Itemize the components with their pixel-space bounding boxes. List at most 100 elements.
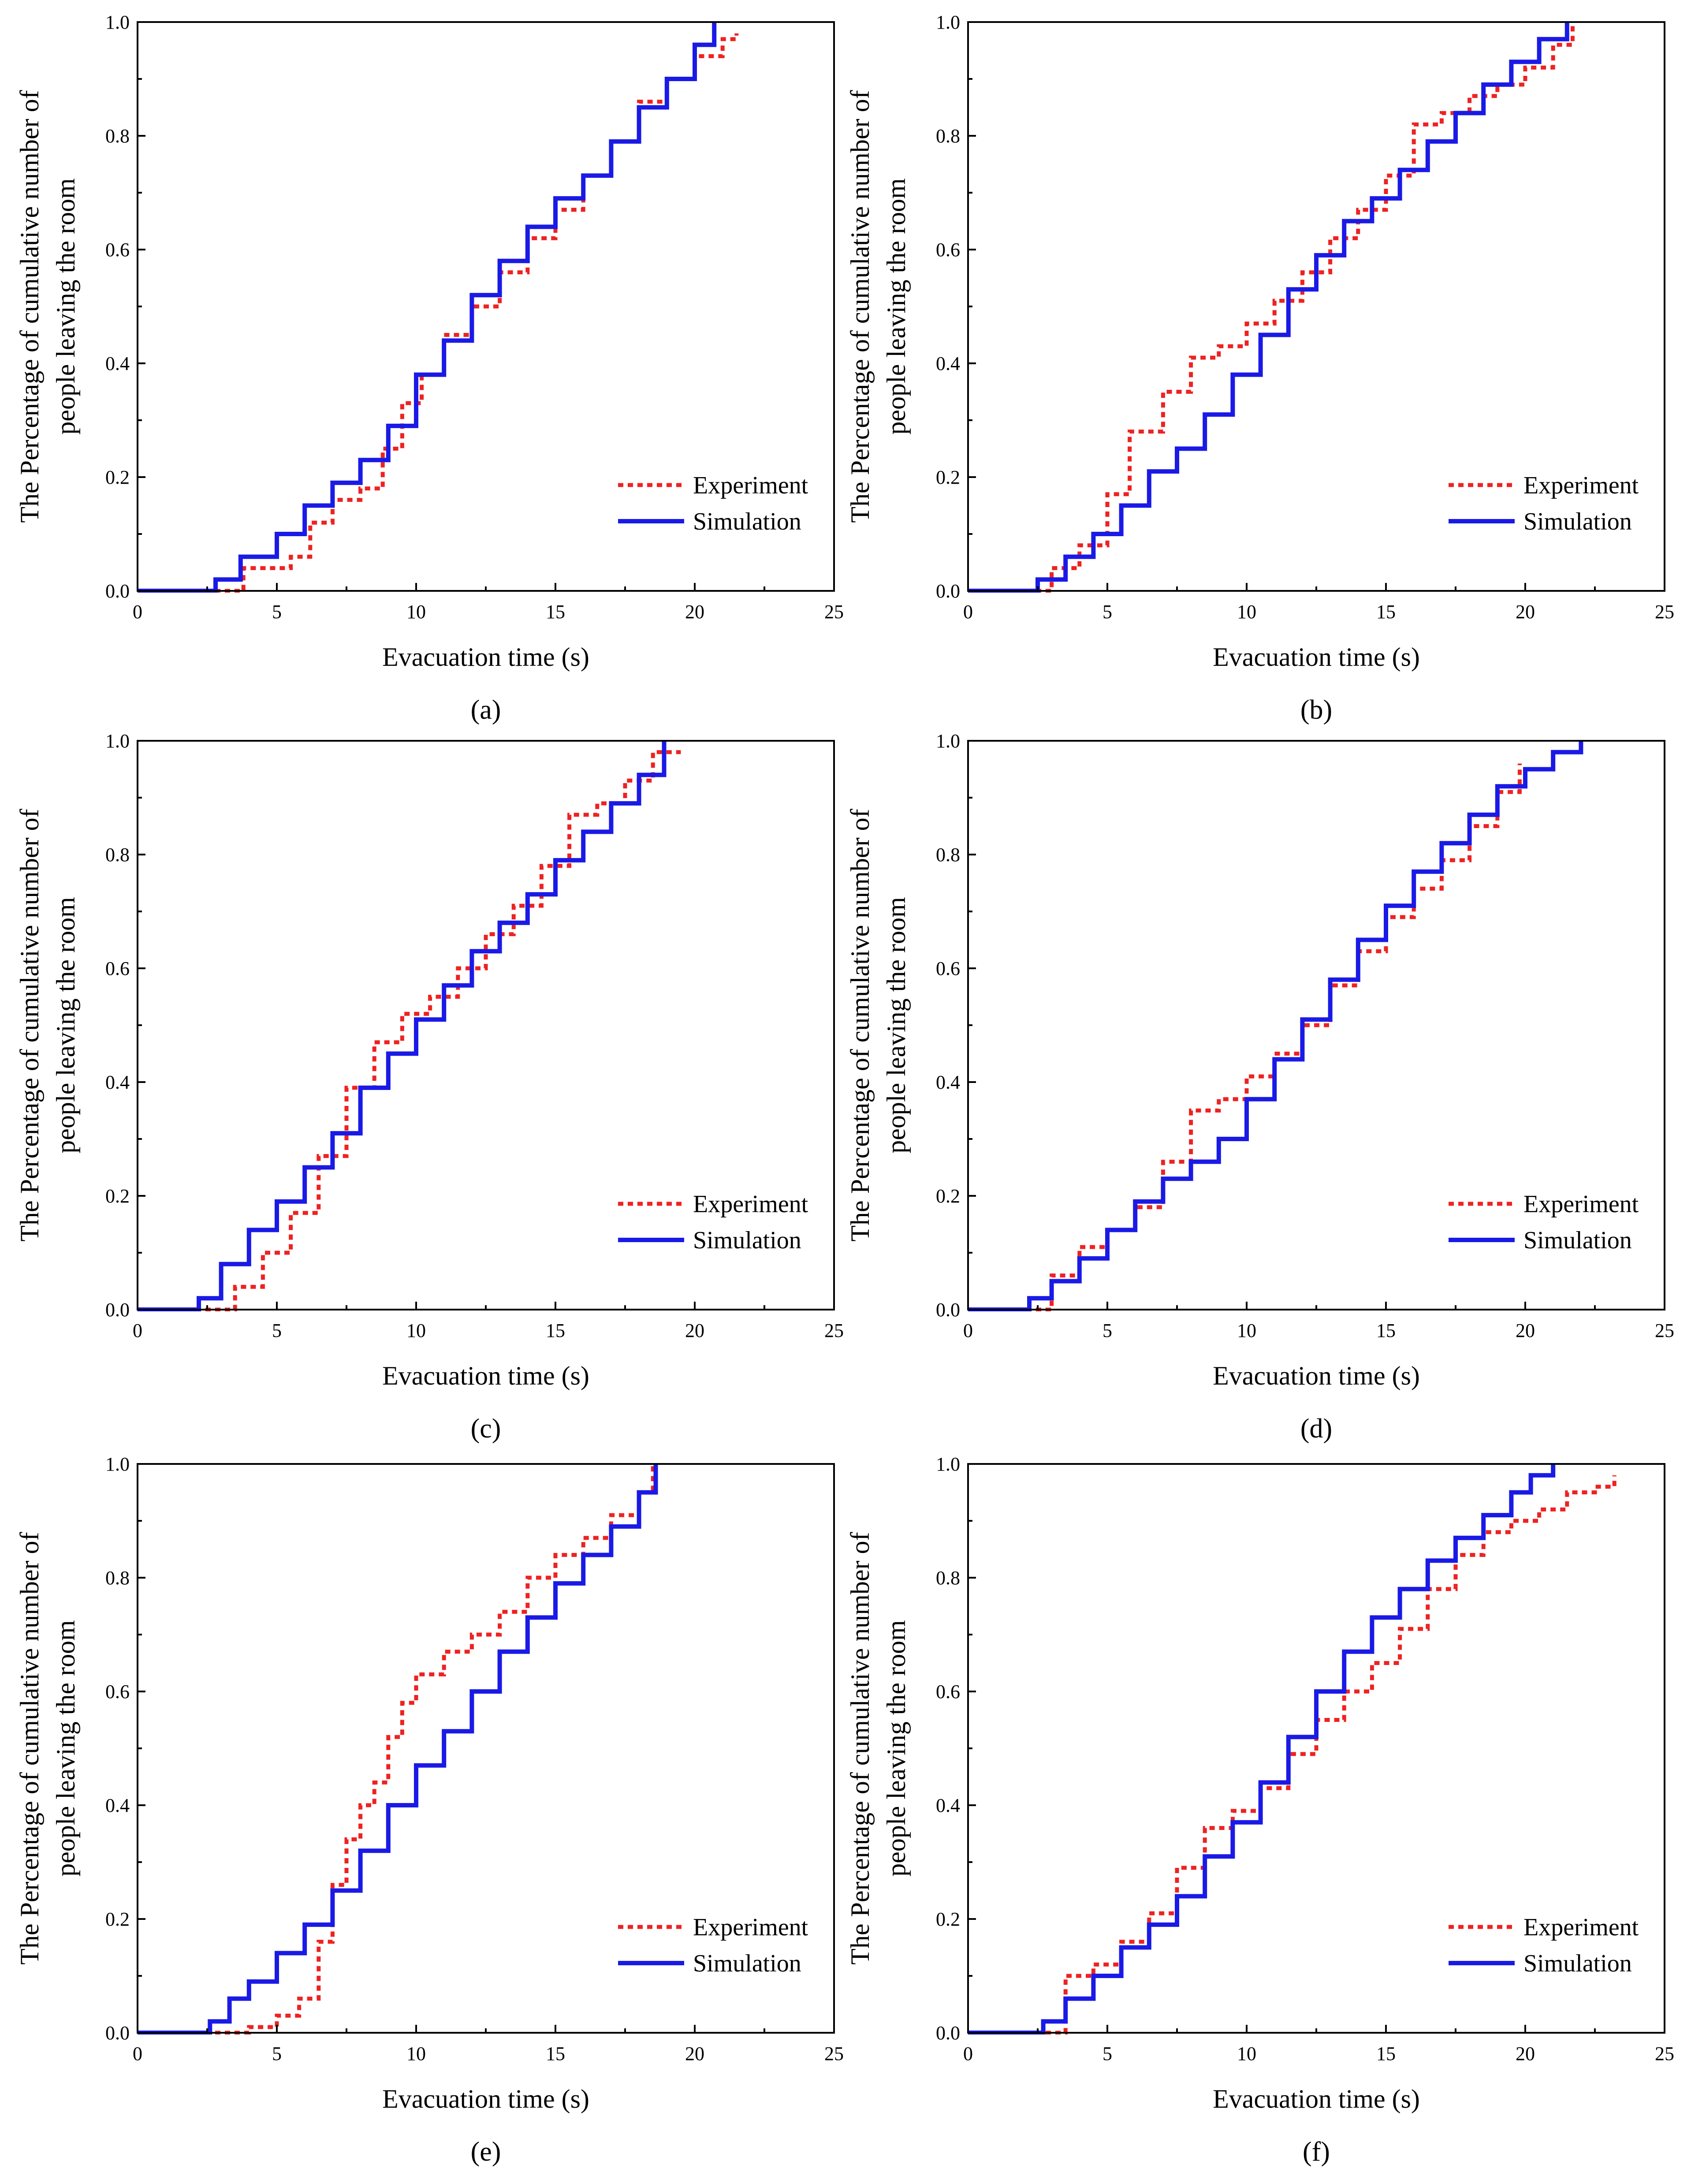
y-axis-title: The Percentage of cumulative number of pe… — [15, 1532, 80, 1964]
y-axis-title-line-2: people leaving the room — [882, 1620, 911, 1876]
legend-experiment-label: Experiment — [693, 472, 808, 499]
chart-panel-c: 0 5 10 15 20 25 0.0 0.2 0.4 0.6 0.8 1.0 Evacuation t… — [15, 730, 844, 1444]
x-tick-label: 25 — [1655, 2043, 1674, 2065]
y-tick-label: 0.8 — [936, 125, 960, 147]
x-tick-label: 15 — [1376, 2043, 1396, 2065]
x-tick-label: 25 — [824, 2043, 844, 2065]
legend-simulation-label: Simulation — [1523, 1950, 1632, 1977]
y-tick-label: 0.6 — [936, 958, 960, 979]
series-simulation-line — [138, 741, 667, 1311]
legend: Experiment Simulation — [1449, 472, 1639, 535]
x-tick-label: 0 — [133, 1320, 142, 1341]
series-experiment-line — [968, 1475, 1617, 2035]
y-axis-title-line-2: people leaving the room — [882, 178, 911, 434]
y-axis-title-line-1: The Percentage of cumulative number of — [15, 90, 44, 523]
legend-simulation-label: Simulation — [693, 1227, 801, 1254]
series-simulation-line — [968, 1464, 1556, 2035]
x-axis-title: Evacuation time (s) — [382, 1361, 589, 1390]
legend-experiment-label: Experiment — [1523, 1191, 1639, 1218]
x-tick-label: 20 — [685, 2043, 704, 2065]
legend-simulation-label: Simulation — [693, 508, 801, 535]
y-tick-label: 0.2 — [936, 1908, 960, 1930]
y-tick-label: 0.4 — [936, 1071, 960, 1093]
y-axis-title-line-1: The Percentage of cumulative number of — [846, 809, 875, 1241]
y-tick-label: 0.6 — [936, 239, 960, 261]
y-tick-label: 0.2 — [936, 1185, 960, 1207]
y-tick-label: 0.0 — [936, 580, 960, 602]
legend-simulation-label: Simulation — [693, 1950, 801, 1977]
x-tick-label: 15 — [546, 601, 565, 623]
panel-label: (a) — [471, 695, 501, 725]
x-tick-label: 10 — [406, 2043, 426, 2065]
y-tick-label: 0.6 — [105, 239, 130, 261]
y-tick-label: 0.4 — [105, 353, 130, 374]
y-tick-label: 1.0 — [105, 1453, 130, 1475]
y-tick-label: 0.4 — [105, 1071, 130, 1093]
y-tick-label: 0.4 — [105, 1795, 130, 1816]
series-experiment-line — [968, 763, 1522, 1311]
panel-label: (b) — [1300, 695, 1332, 725]
y-tick-label: 0.6 — [936, 1681, 960, 1702]
y-tick-label: 0.8 — [105, 844, 130, 866]
x-axis-title: Evacuation time (s) — [382, 642, 589, 672]
y-axis-title: The Percentage of cumulative number of pe… — [846, 809, 911, 1241]
series-simulation-line — [968, 22, 1569, 593]
y-axis-title: The Percentage of cumulative number of pe… — [846, 90, 911, 523]
panel-label: (d) — [1300, 1414, 1332, 1444]
x-tick-label: 20 — [1516, 1320, 1535, 1341]
y-tick-label: 0.2 — [105, 1185, 130, 1207]
legend-experiment-label: Experiment — [693, 1914, 808, 1941]
x-tick-label: 5 — [272, 1320, 282, 1341]
x-tick-label: 10 — [1237, 601, 1256, 623]
y-axis-title-line-2: people leaving the room — [882, 897, 911, 1153]
y-axis-title-line-1: The Percentage of cumulative number of — [15, 1532, 44, 1964]
legend-experiment-label: Experiment — [1523, 472, 1639, 499]
y-tick-label: 1.0 — [936, 11, 960, 33]
x-tick-label: 25 — [824, 1320, 844, 1341]
y-axis-title-line-1: The Percentage of cumulative number of — [15, 809, 44, 1241]
x-tick-label: 5 — [272, 2043, 282, 2065]
x-tick-label: 10 — [1237, 2043, 1256, 2065]
plot-frame — [967, 21, 1665, 592]
series-experiment-line — [138, 750, 681, 1311]
x-tick-label: 0 — [963, 1320, 973, 1341]
chart-panel-b: 0 5 10 15 20 25 0.0 0.2 0.4 0.6 0.8 1.0 Evacuation t… — [846, 11, 1674, 725]
chart-panel-a: 0 5 10 15 20 25 0.0 0.2 0.4 0.6 0.8 1.0 Evacuation t… — [15, 11, 844, 725]
x-tick-label: 25 — [1655, 601, 1674, 623]
x-tick-label: 5 — [1103, 601, 1112, 623]
y-tick-label: 0.6 — [105, 1681, 130, 1702]
legend: Experiment Simulation — [618, 472, 808, 535]
y-tick-label: 1.0 — [936, 1453, 960, 1475]
y-axis-title-line-2: people leaving the room — [51, 897, 80, 1153]
legend: Experiment Simulation — [618, 1191, 808, 1254]
y-tick-label: 0.2 — [936, 467, 960, 488]
x-axis-title: Evacuation time (s) — [382, 2084, 589, 2113]
y-tick-label: 0.0 — [105, 580, 130, 602]
x-tick-label: 15 — [546, 2043, 565, 2065]
x-tick-label: 0 — [133, 2043, 142, 2065]
legend-simulation-label: Simulation — [1523, 508, 1632, 535]
y-axis-title-line-1: The Percentage of cumulative number of — [846, 1532, 875, 1964]
legend-simulation-label: Simulation — [1523, 1227, 1632, 1254]
x-tick-label: 0 — [963, 2043, 973, 2065]
x-axis-title: Evacuation time (s) — [1213, 2084, 1420, 2113]
y-axis-title-line-2: people leaving the room — [51, 1620, 80, 1876]
series-simulation-line — [968, 741, 1583, 1311]
x-tick-label: 5 — [1103, 2043, 1112, 2065]
y-axis-title: The Percentage of cumulative number of pe… — [15, 90, 80, 523]
y-tick-label: 0.0 — [105, 1299, 130, 1321]
panel-label: (c) — [471, 1414, 501, 1444]
x-tick-label: 15 — [546, 1320, 565, 1341]
y-tick-label: 1.0 — [105, 730, 130, 752]
y-tick-label: 0.8 — [936, 844, 960, 866]
x-tick-label: 0 — [133, 601, 142, 623]
x-tick-label: 10 — [406, 601, 426, 623]
y-tick-label: 0.4 — [936, 353, 960, 374]
panel-label: (f) — [1303, 2137, 1330, 2167]
legend: Experiment Simulation — [1449, 1191, 1639, 1254]
x-tick-label: 25 — [1655, 1320, 1674, 1341]
y-tick-label: 0.2 — [105, 1908, 130, 1930]
y-tick-label: 0.8 — [105, 1567, 130, 1589]
plot-frame — [137, 740, 835, 1310]
